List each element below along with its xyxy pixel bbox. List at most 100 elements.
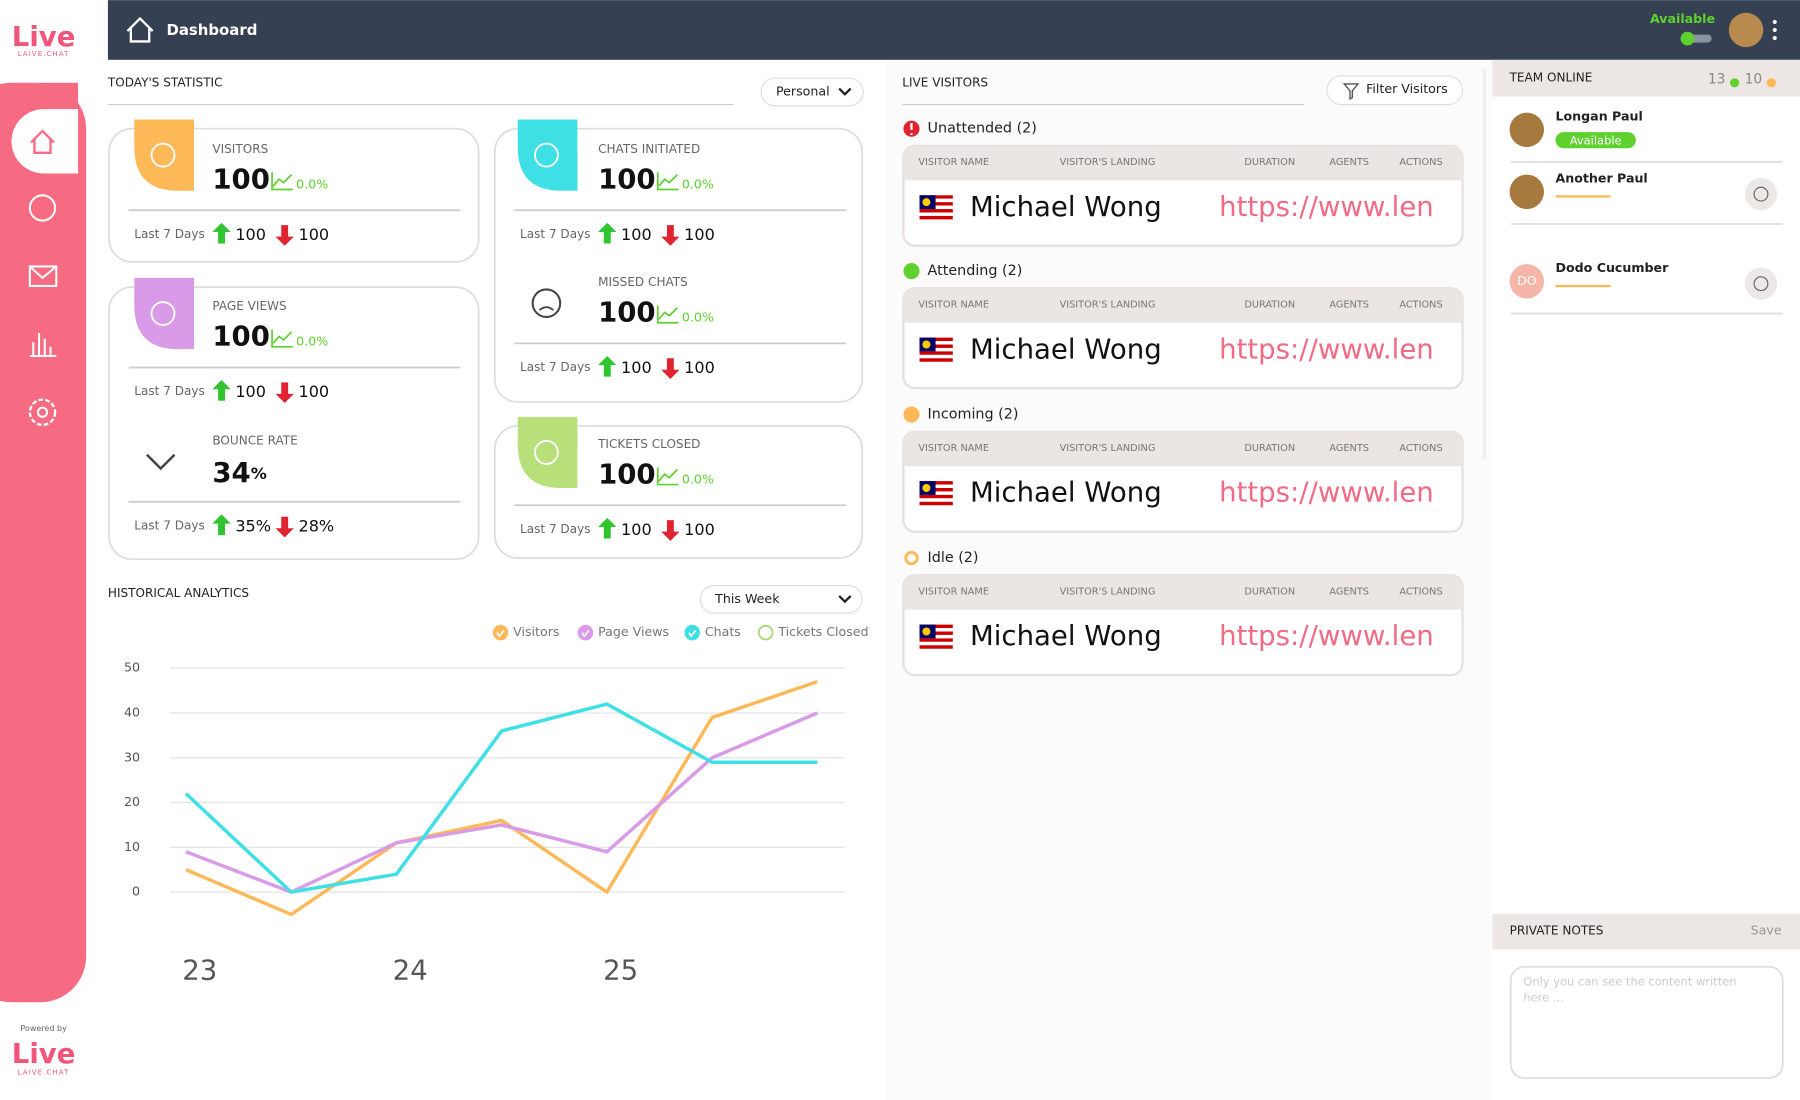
- stat-period: Last 7 Days: [520, 227, 590, 241]
- mail-flap: [29, 265, 57, 280]
- stat-value: 100: [212, 163, 270, 195]
- member-avatar: [1509, 174, 1545, 210]
- column-header: DURATION: [1244, 443, 1295, 454]
- status-label: Available: [1650, 11, 1715, 26]
- stat-change: 0.0%: [296, 334, 328, 349]
- up-arrow: [598, 222, 617, 244]
- stat-period: Last 7 Days: [134, 384, 204, 398]
- column-header: VISITOR'S LANDING: [1060, 157, 1156, 168]
- trend-icon: [656, 305, 679, 324]
- member-name: Longan Paul: [1555, 109, 1642, 124]
- legend-swatch[interactable]: [684, 624, 700, 641]
- status-dot: [903, 406, 920, 423]
- column-header: DURATION: [1244, 157, 1295, 168]
- stat-period: Last 7 Days: [520, 360, 590, 374]
- report-icon: [29, 333, 57, 358]
- stat-up: 100: [235, 382, 266, 401]
- column-header: ACTIONS: [1399, 443, 1442, 454]
- stat-label: PAGE VIEWS: [212, 299, 286, 313]
- x-tick-label: 24: [393, 954, 428, 986]
- settings-core: [36, 406, 49, 418]
- table-header-bg: [903, 288, 1463, 323]
- y-tick-label: 20: [124, 794, 140, 809]
- stat-icon-bg: [134, 277, 195, 350]
- visitor-name: Michael Wong: [970, 333, 1162, 365]
- placeholder-line: here ...: [1523, 990, 1563, 1004]
- legend-swatch[interactable]: [757, 624, 774, 641]
- header-bar: [107, 0, 1800, 60]
- filter-label: Personal: [776, 83, 830, 98]
- flag-stripe: [919, 205, 953, 210]
- stat-card: [108, 127, 480, 263]
- away-count: 10: [1745, 71, 1763, 87]
- away-dot: [1766, 78, 1776, 88]
- trend-icon: [271, 329, 293, 348]
- flag-stripe: [919, 209, 953, 213]
- y-tick-label: 40: [124, 705, 140, 720]
- column-header: VISITOR NAME: [918, 586, 989, 597]
- chat-button-icon: [1753, 186, 1769, 202]
- flag-stripe: [919, 645, 953, 649]
- flag-moon: [922, 483, 931, 493]
- dropdown-caret: [838, 87, 852, 96]
- stat-label: CHATS INITIATED: [598, 142, 700, 156]
- chat-icon: [28, 194, 57, 222]
- chat-button[interactable]: [1744, 178, 1778, 211]
- visitor-landing: https://www.len: [1219, 333, 1434, 365]
- member-initials: DO: [1517, 273, 1537, 288]
- group-label: Incoming (2): [928, 407, 1019, 423]
- stat-icon: [150, 301, 176, 326]
- chat-button[interactable]: [1744, 267, 1778, 300]
- visitor-name: Michael Wong: [970, 477, 1162, 509]
- stat-down: 100: [298, 225, 329, 244]
- down-arrow: [661, 520, 680, 541]
- series-line: [184, 702, 818, 894]
- up-arrow: [212, 222, 231, 244]
- flag-stripe: [919, 354, 953, 359]
- flag-stripe: [919, 344, 953, 348]
- sidebar-cut: [43, 82, 79, 109]
- stat-label: BOUNCE RATE: [212, 433, 297, 447]
- menu-dot: [1772, 35, 1777, 41]
- stat-value: 100: [598, 163, 656, 195]
- legend-swatch[interactable]: [492, 624, 509, 641]
- user-avatar[interactable]: [1728, 12, 1764, 48]
- notes-textarea[interactable]: [1509, 965, 1784, 1079]
- column-header: DURATION: [1244, 299, 1295, 310]
- filter-dropdown[interactable]: [699, 585, 863, 614]
- member-name: Dodo Cucumber: [1555, 260, 1669, 275]
- status-knob: [1680, 31, 1695, 46]
- column-header: VISITOR NAME: [918, 299, 989, 310]
- missed-mouth: [538, 306, 554, 311]
- filter-dropdown[interactable]: [760, 77, 864, 107]
- placeholder-line: Only you can see the content written: [1523, 974, 1736, 988]
- filter-button[interactable]: [1326, 75, 1464, 106]
- filter-label: This Week: [714, 591, 780, 606]
- stat-change: 0.0%: [682, 471, 714, 486]
- stat-change: 0.0%: [682, 310, 714, 325]
- flag-stripe: [919, 347, 953, 352]
- y-tick-label: 50: [124, 660, 140, 675]
- flag-stripe: [919, 494, 953, 499]
- stat-value-number: 34: [212, 457, 250, 489]
- legend-label: Visitors: [513, 624, 559, 639]
- flag-stripe: [919, 341, 953, 345]
- visitor-landing: https://www.len: [1219, 620, 1434, 652]
- flag-stripe: [919, 195, 953, 199]
- stat-period: Last 7 Days: [520, 522, 590, 536]
- column-header: AGENTS: [1329, 586, 1369, 597]
- visitor-landing: https://www.len: [1219, 477, 1434, 509]
- down-arrow: [275, 516, 294, 538]
- y-tick-label: 0: [132, 884, 140, 899]
- team-title: TEAM ONLINE: [1509, 71, 1593, 85]
- column-header: DURATION: [1244, 586, 1295, 597]
- member-avatar: [1509, 264, 1545, 299]
- status-dot: [904, 550, 919, 566]
- flag-stripe: [919, 628, 953, 632]
- flag-stripe: [919, 212, 953, 216]
- member-name: Another Paul: [1555, 171, 1647, 186]
- legend-swatch[interactable]: [577, 624, 594, 641]
- stat-label: MISSED CHATS: [598, 275, 688, 289]
- column-header: VISITOR'S LANDING: [1060, 443, 1156, 454]
- up-arrow: [598, 355, 617, 377]
